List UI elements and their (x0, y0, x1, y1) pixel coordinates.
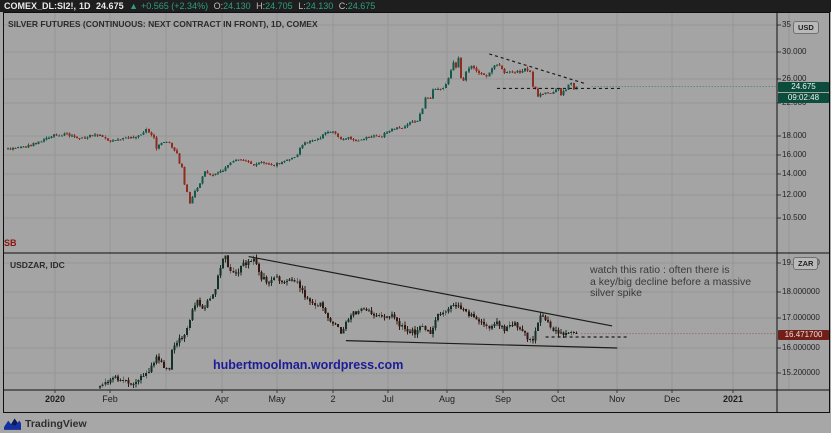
high-value: 24.705 (265, 1, 293, 11)
price-tick-label: 16.000 (782, 150, 807, 159)
open-value: 24.130 (223, 1, 251, 11)
candlestick-canvas[interactable] (4, 13, 829, 412)
usdzar-price-label: 16.471700 (778, 330, 829, 340)
up-arrow-icon: ▲ (129, 1, 139, 11)
chart-area[interactable] (3, 12, 830, 413)
currency-badge-usd[interactable]: USD (793, 21, 819, 34)
price-tick-label: 30.000 (782, 47, 807, 56)
symbol-name[interactable]: COMEX_DL:SI2!, (4, 1, 77, 11)
price-tick-label: 16.000000 (782, 343, 820, 352)
tradingview-attribution[interactable]: TradingView (4, 415, 87, 432)
tradingview-logo-icon (4, 418, 21, 430)
chart-annotation-text[interactable]: watch this ratio : often there is a key/… (590, 264, 752, 299)
time-tick-label: 2020 (44, 394, 66, 404)
time-tick-label: Dec (663, 394, 681, 404)
price-tick-label: 14.000 (782, 169, 807, 178)
time-tick-label: Feb (102, 394, 118, 404)
close-label: C: (338, 1, 348, 11)
price-tick-label: 26.000 (782, 74, 807, 83)
last-price: 24.675 (96, 1, 124, 11)
price-tick-label: 12.000 (782, 190, 807, 199)
time-tick-label: May (268, 394, 286, 404)
time-tick-label: Jul (382, 394, 394, 404)
time-tick-label: Aug (438, 394, 456, 404)
indicator-label-sb[interactable]: SB (4, 238, 17, 248)
usdzar-panel-title: USDZAR, IDC (10, 260, 65, 270)
time-tick-label: 2 (330, 394, 336, 404)
price-tick-label: 18.000000 (782, 287, 820, 296)
tradingview-brand-text[interactable]: TradingView (25, 417, 87, 430)
interval-label[interactable]: 1D (79, 1, 91, 11)
low-label: L: (298, 1, 306, 11)
symbol-info-bar: COMEX_DL:SI2!, 1D 24.675 ▲ +0.565 (+2.34%)… (0, 0, 831, 12)
currency-badge-zar[interactable]: ZAR (793, 257, 819, 270)
price-tick-label: 35 (782, 20, 791, 29)
time-tick-label: 2021 (722, 394, 744, 404)
price-tick-label: 17.000000 (782, 313, 820, 322)
price-tick-label: 15.200000 (782, 368, 820, 377)
high-label: H: (256, 1, 266, 11)
price-tick-label: 18.000 (782, 131, 807, 140)
silver-panel-title: SILVER FUTURES (CONTINUOUS: NEXT CONTRAC… (8, 19, 318, 29)
time-tick-label: Sep (494, 394, 512, 404)
time-tick-label: Oct (550, 394, 566, 404)
time-tick-label: Apr (214, 394, 230, 404)
time-tick-label: Nov (608, 394, 626, 404)
price-change: +0.565 (+2.34%) (141, 1, 209, 11)
low-value: 24.130 (305, 1, 334, 11)
watermark-text: hubertmoolman.wordpress.com (213, 358, 404, 372)
close-value: 24.675 (347, 1, 376, 11)
silver-countdown-label: 09:02:48 (778, 93, 829, 103)
open-label: O: (213, 1, 224, 11)
silver-price-label: 24.675 (778, 82, 829, 92)
price-tick-label: 10.500 (782, 213, 807, 222)
